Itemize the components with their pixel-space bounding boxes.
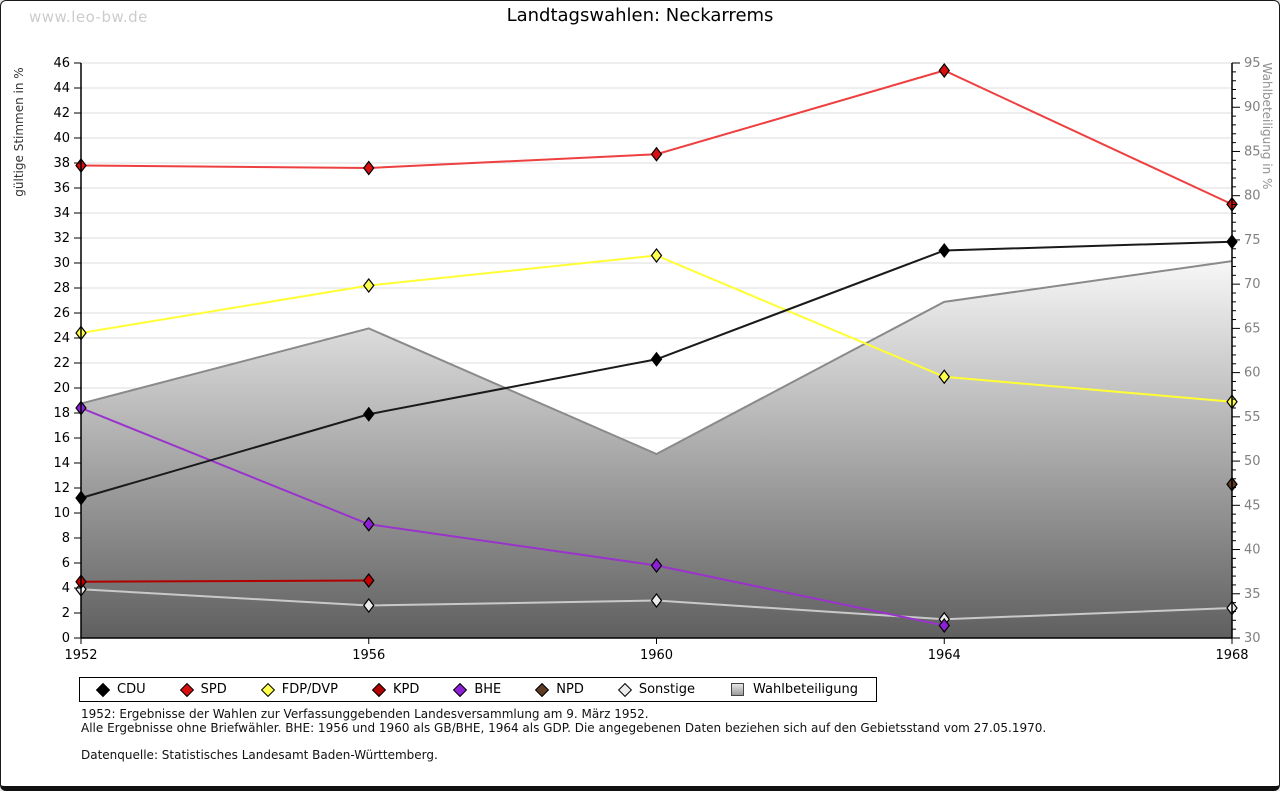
diamond-swatch-icon bbox=[453, 682, 468, 697]
legend-label: CDU bbox=[117, 682, 146, 697]
data-point-fdp-dvp-1960 bbox=[650, 248, 663, 263]
svg-text:70: 70 bbox=[1244, 277, 1261, 292]
svg-text:90: 90 bbox=[1244, 100, 1261, 115]
svg-text:24: 24 bbox=[53, 331, 70, 346]
diamond-swatch-icon bbox=[95, 682, 111, 697]
svg-text:50: 50 bbox=[1244, 454, 1261, 469]
data-point-sonstige-1956 bbox=[362, 598, 375, 613]
svg-text:16: 16 bbox=[53, 431, 70, 446]
legend-label: NPD bbox=[556, 682, 584, 697]
svg-text:38: 38 bbox=[53, 156, 70, 171]
svg-text:4: 4 bbox=[62, 581, 70, 596]
svg-text:20: 20 bbox=[53, 381, 70, 396]
svg-text:75: 75 bbox=[1244, 233, 1261, 248]
data-point-cdu-1960 bbox=[650, 351, 663, 367]
svg-text:28: 28 bbox=[53, 281, 70, 296]
series-kpd bbox=[75, 573, 375, 590]
legend-item-sonstige: Sonstige bbox=[617, 682, 696, 697]
legend-item-wahlbeteiligung: Wahlbeteiligung bbox=[731, 682, 858, 697]
svg-text:34: 34 bbox=[53, 206, 70, 221]
data-point-fdp-dvp-1964 bbox=[938, 369, 951, 385]
svg-text:32: 32 bbox=[53, 231, 70, 246]
svg-text:8: 8 bbox=[62, 531, 70, 546]
diamond-swatch-icon bbox=[371, 682, 387, 697]
svg-text:55: 55 bbox=[1244, 410, 1261, 425]
svg-text:12: 12 bbox=[53, 481, 70, 496]
data-point-sonstige-1960 bbox=[650, 593, 663, 608]
svg-text:65: 65 bbox=[1244, 321, 1261, 336]
data-point-fdp-dvp-1956 bbox=[362, 278, 375, 293]
svg-text:60: 60 bbox=[1244, 366, 1261, 381]
svg-text:2: 2 bbox=[62, 606, 70, 621]
legend-item-npd: NPD bbox=[535, 682, 584, 697]
data-point-kpd-1956 bbox=[362, 573, 375, 588]
svg-text:30: 30 bbox=[53, 256, 70, 271]
svg-text:30: 30 bbox=[1244, 631, 1261, 646]
square-swatch-icon bbox=[731, 683, 745, 696]
chart-title: Landtagswahlen: Neckarrems bbox=[506, 5, 774, 26]
data-point-bhe-1956 bbox=[362, 516, 375, 532]
svg-text:26: 26 bbox=[53, 306, 70, 321]
legend-item-bhe: BHE bbox=[453, 682, 502, 697]
svg-text:85: 85 bbox=[1244, 144, 1261, 159]
turnout-area bbox=[80, 260, 1233, 638]
diamond-swatch-icon bbox=[179, 682, 194, 697]
svg-text:44: 44 bbox=[53, 81, 70, 96]
legend-label: Sonstige bbox=[638, 682, 696, 697]
legend-item-fdp-dvp: FDP/DVP bbox=[260, 682, 338, 697]
svg-text:18: 18 bbox=[53, 406, 70, 421]
svg-text:95: 95 bbox=[1244, 56, 1261, 71]
svg-text:46: 46 bbox=[53, 56, 70, 71]
x-tick-1952: 1952 bbox=[64, 648, 97, 663]
series-bhe bbox=[75, 400, 951, 633]
footnote-line-1: 1952: Ergebnisse der Wahlen zur Verfassu… bbox=[81, 707, 649, 721]
legend-label: SPD bbox=[200, 682, 227, 697]
legend-item-spd: SPD bbox=[179, 682, 227, 697]
svg-text:36: 36 bbox=[53, 181, 70, 196]
diamond-swatch-icon bbox=[617, 682, 632, 697]
legend-item-kpd: KPD bbox=[371, 682, 420, 697]
x-tick-1968: 1968 bbox=[1215, 648, 1248, 663]
data-point-cdu-1964 bbox=[938, 243, 951, 258]
data-point-spd-1956 bbox=[362, 160, 375, 176]
svg-text:22: 22 bbox=[53, 356, 70, 371]
series-cdu bbox=[75, 234, 1238, 506]
svg-text:80: 80 bbox=[1244, 189, 1261, 204]
watermark-url: www.leo-bw.de bbox=[29, 8, 148, 26]
x-tick-1956: 1956 bbox=[352, 648, 385, 663]
legend-label: BHE bbox=[474, 682, 502, 697]
series-spd bbox=[75, 63, 1238, 212]
svg-text:0: 0 bbox=[62, 631, 70, 646]
svg-text:35: 35 bbox=[1244, 587, 1261, 602]
data-point-bhe-1964 bbox=[938, 618, 951, 633]
svg-text:14: 14 bbox=[53, 456, 70, 471]
footnote-line-2: Alle Ergebnisse ohne Briefwähler. BHE: 1… bbox=[81, 721, 1047, 735]
svg-text:45: 45 bbox=[1244, 498, 1261, 513]
diamond-swatch-icon bbox=[260, 682, 275, 697]
data-point-spd-1960 bbox=[650, 146, 663, 162]
legend-label: FDP/DVP bbox=[281, 682, 338, 697]
data-point-bhe-1960 bbox=[650, 558, 663, 573]
data-point-spd-1964 bbox=[938, 63, 951, 78]
legend: CDU SPD FDP/DVP KPD BHE NPD Sonstige Wahlbeteil… bbox=[79, 677, 878, 702]
footnotes: 1952: Ergebnisse der Wahlen zur Verfassu… bbox=[81, 707, 1046, 762]
axes: 0246810121416182022242628303234363840424… bbox=[53, 56, 1260, 663]
x-tick-1960: 1960 bbox=[640, 648, 673, 663]
svg-text:40: 40 bbox=[1244, 543, 1261, 558]
legend-label: KPD bbox=[392, 682, 420, 697]
svg-text:10: 10 bbox=[53, 506, 70, 521]
diamond-swatch-icon bbox=[535, 682, 550, 697]
chart-plot-area: 0 2 4 6 8 10 12 14 16 18 20 22 24 26 28 30 32 34 36 38 40 42 4… bbox=[1, 1, 1279, 666]
x-tick-1964: 1964 bbox=[928, 648, 961, 663]
legend-item-cdu: CDU bbox=[95, 682, 146, 697]
svg-text:40: 40 bbox=[53, 131, 70, 146]
legend-label: Wahlbeteiligung bbox=[753, 682, 859, 697]
chart-svg: 0246810121416182022242628303234363840424… bbox=[53, 56, 1260, 663]
data-point-cdu-1956 bbox=[362, 406, 375, 422]
svg-text:6: 6 bbox=[62, 556, 70, 571]
svg-text:42: 42 bbox=[53, 106, 70, 121]
footnote-source: Datenquelle: Statistisches Landesamt Bad… bbox=[81, 748, 438, 762]
